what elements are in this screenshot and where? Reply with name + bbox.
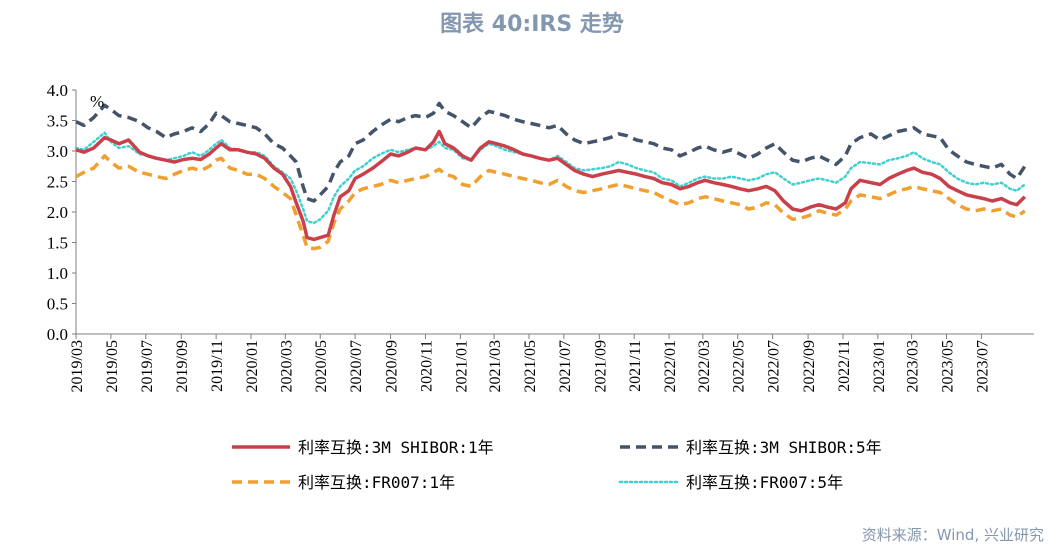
x-tick-label: 2023/05 — [939, 340, 956, 392]
y-tick-label: 0.0 — [47, 325, 68, 344]
x-tick-label: 2023/03 — [905, 340, 922, 392]
series-line-0 — [75, 129, 1027, 242]
series-line-1 — [75, 101, 1027, 203]
y-tick-label: 1.5 — [47, 234, 68, 253]
x-tick-label: 2020/03 — [278, 340, 295, 392]
x-tick-label: 2020/11 — [418, 340, 435, 392]
y-tick-label: 3.0 — [47, 142, 68, 161]
x-tick-label: 2022/11 — [836, 340, 853, 392]
legend-label-2: 利率互换:FR007:1年 — [298, 473, 455, 492]
y-tick-label: 0.5 — [47, 295, 68, 314]
x-tick-label: 2022/01 — [662, 340, 679, 392]
x-tick-label: 2020/09 — [384, 340, 401, 392]
x-tick-label: 2022/05 — [731, 340, 748, 392]
legend: 利率互换:3M SHIBOR:1年 利率互换:3M SHIBOR:5年利率互换:F… — [232, 438, 882, 492]
x-tick-label: 2021/11 — [627, 340, 644, 392]
x-tick-label: 2021/01 — [453, 340, 470, 392]
x-tick-label: 2021/09 — [592, 340, 609, 392]
x-tick-label: 2023/07 — [974, 340, 991, 392]
chart-title: 图表 40:IRS 走势 — [440, 12, 624, 37]
x-tick-label: 2022/03 — [696, 340, 713, 392]
x-tick-label: 2019/03 — [69, 340, 86, 392]
x-tick-label: 2019/11 — [209, 340, 226, 392]
y-axis: 0.0 0.5 1.0 1.5 2.0 2.5 3.0 3.5 4.0 — [47, 81, 77, 344]
y-tick-label: 1.0 — [47, 264, 68, 283]
legend-label-3: 利率互换:FR007:5年 — [686, 473, 843, 492]
x-tick-label: 2020/01 — [244, 340, 261, 392]
source-note: 资料来源：Wind, 兴业研究 — [861, 526, 1044, 544]
x-tick-label: 2019/09 — [174, 340, 191, 392]
x-tick-label: 2021/07 — [557, 340, 574, 392]
x-tick-label: 2022/07 — [766, 340, 783, 392]
series-layer — [74, 101, 1027, 251]
y-tick-label: 3.5 — [47, 112, 68, 131]
x-tick-label: 2019/07 — [139, 340, 156, 392]
y-tick-label: 2.0 — [47, 203, 68, 222]
y-tick-label: 4.0 — [47, 81, 68, 100]
x-tick-label: 2020/07 — [348, 340, 365, 392]
x-tick-label: 2021/03 — [487, 340, 504, 392]
legend-label-0: 利率互换:3M SHIBOR:1年 — [298, 438, 494, 457]
x-tick-label: 2020/05 — [313, 340, 330, 392]
x-tick-label: 2023/01 — [871, 340, 888, 392]
y-axis-unit-label: % — [90, 92, 104, 111]
x-tick-label: 2022/09 — [801, 340, 818, 392]
x-axis: 2019/03 2019/05 2019/07 2019/09 2019/11 2020/… — [69, 333, 1034, 392]
x-tick-label: 2019/05 — [104, 340, 121, 392]
series-line-2 — [75, 154, 1026, 251]
y-tick-label: 2.5 — [47, 173, 68, 192]
x-tick-label: 2021/05 — [522, 340, 539, 392]
legend-label-1: 利率互换:3M SHIBOR:5年 — [686, 438, 882, 457]
